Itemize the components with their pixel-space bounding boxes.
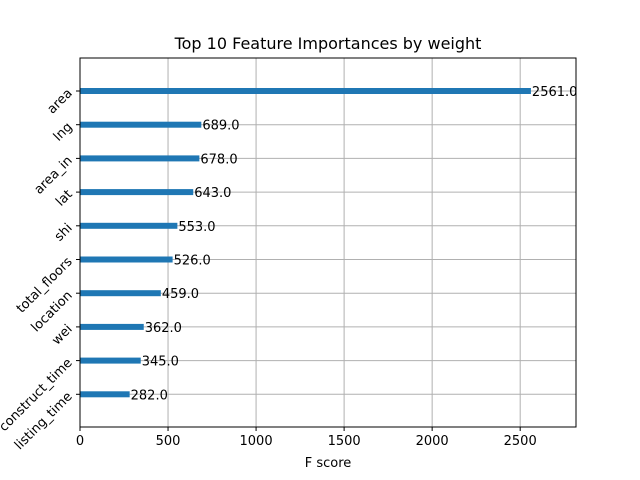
chart-title: Top 10 Feature Importances by weight bbox=[174, 34, 482, 53]
bar-total-floors bbox=[80, 256, 173, 263]
bar-shi bbox=[80, 222, 178, 229]
bar-location bbox=[80, 290, 161, 297]
y-tick-label: area bbox=[45, 86, 76, 117]
bar-value-label: 282.0 bbox=[131, 388, 168, 403]
bar-layer: 2561.0 689.0 678.0 643.0 553.0 526.0 459.0 362.… bbox=[80, 85, 577, 403]
bar-value-label: 362.0 bbox=[145, 321, 182, 336]
y-tick-label: area_in bbox=[32, 153, 76, 197]
x-tick-label: 500 bbox=[156, 434, 181, 449]
x-tick-label: 2000 bbox=[416, 434, 449, 449]
x-axis-label: F score bbox=[305, 456, 352, 471]
y-tick-label: wei bbox=[49, 322, 75, 348]
y-tick-label: lat bbox=[53, 187, 75, 209]
y-tick-label: lng bbox=[51, 120, 76, 145]
grid-layer bbox=[79, 58, 576, 427]
x-tick-label: 2500 bbox=[504, 434, 537, 449]
bar-construct-time bbox=[80, 357, 141, 364]
plot-frame bbox=[79, 57, 577, 428]
bar-value-label: 345.0 bbox=[142, 355, 179, 370]
bar-area bbox=[80, 88, 531, 94]
bar-value-label: 553.0 bbox=[178, 220, 215, 235]
bar-value-label: 689.0 bbox=[202, 119, 239, 134]
bar-listing-time bbox=[80, 391, 130, 398]
bar-lng bbox=[80, 121, 202, 128]
bar-value-label: 678.0 bbox=[200, 152, 237, 167]
bar-value-label: 643.0 bbox=[194, 186, 231, 201]
bar-area-in bbox=[80, 155, 200, 162]
bar-value-label: 526.0 bbox=[174, 254, 211, 269]
bar-value-label: 459.0 bbox=[162, 287, 199, 302]
x-tick-label: 1000 bbox=[240, 434, 273, 449]
x-tick-label: 0 bbox=[76, 434, 84, 449]
bar-value-label: 2561.0 bbox=[532, 85, 578, 100]
bar-wei bbox=[80, 323, 144, 330]
bar-lat bbox=[80, 189, 194, 196]
y-tick-label: shi bbox=[52, 221, 76, 245]
x-tick-label: 1500 bbox=[328, 434, 361, 449]
